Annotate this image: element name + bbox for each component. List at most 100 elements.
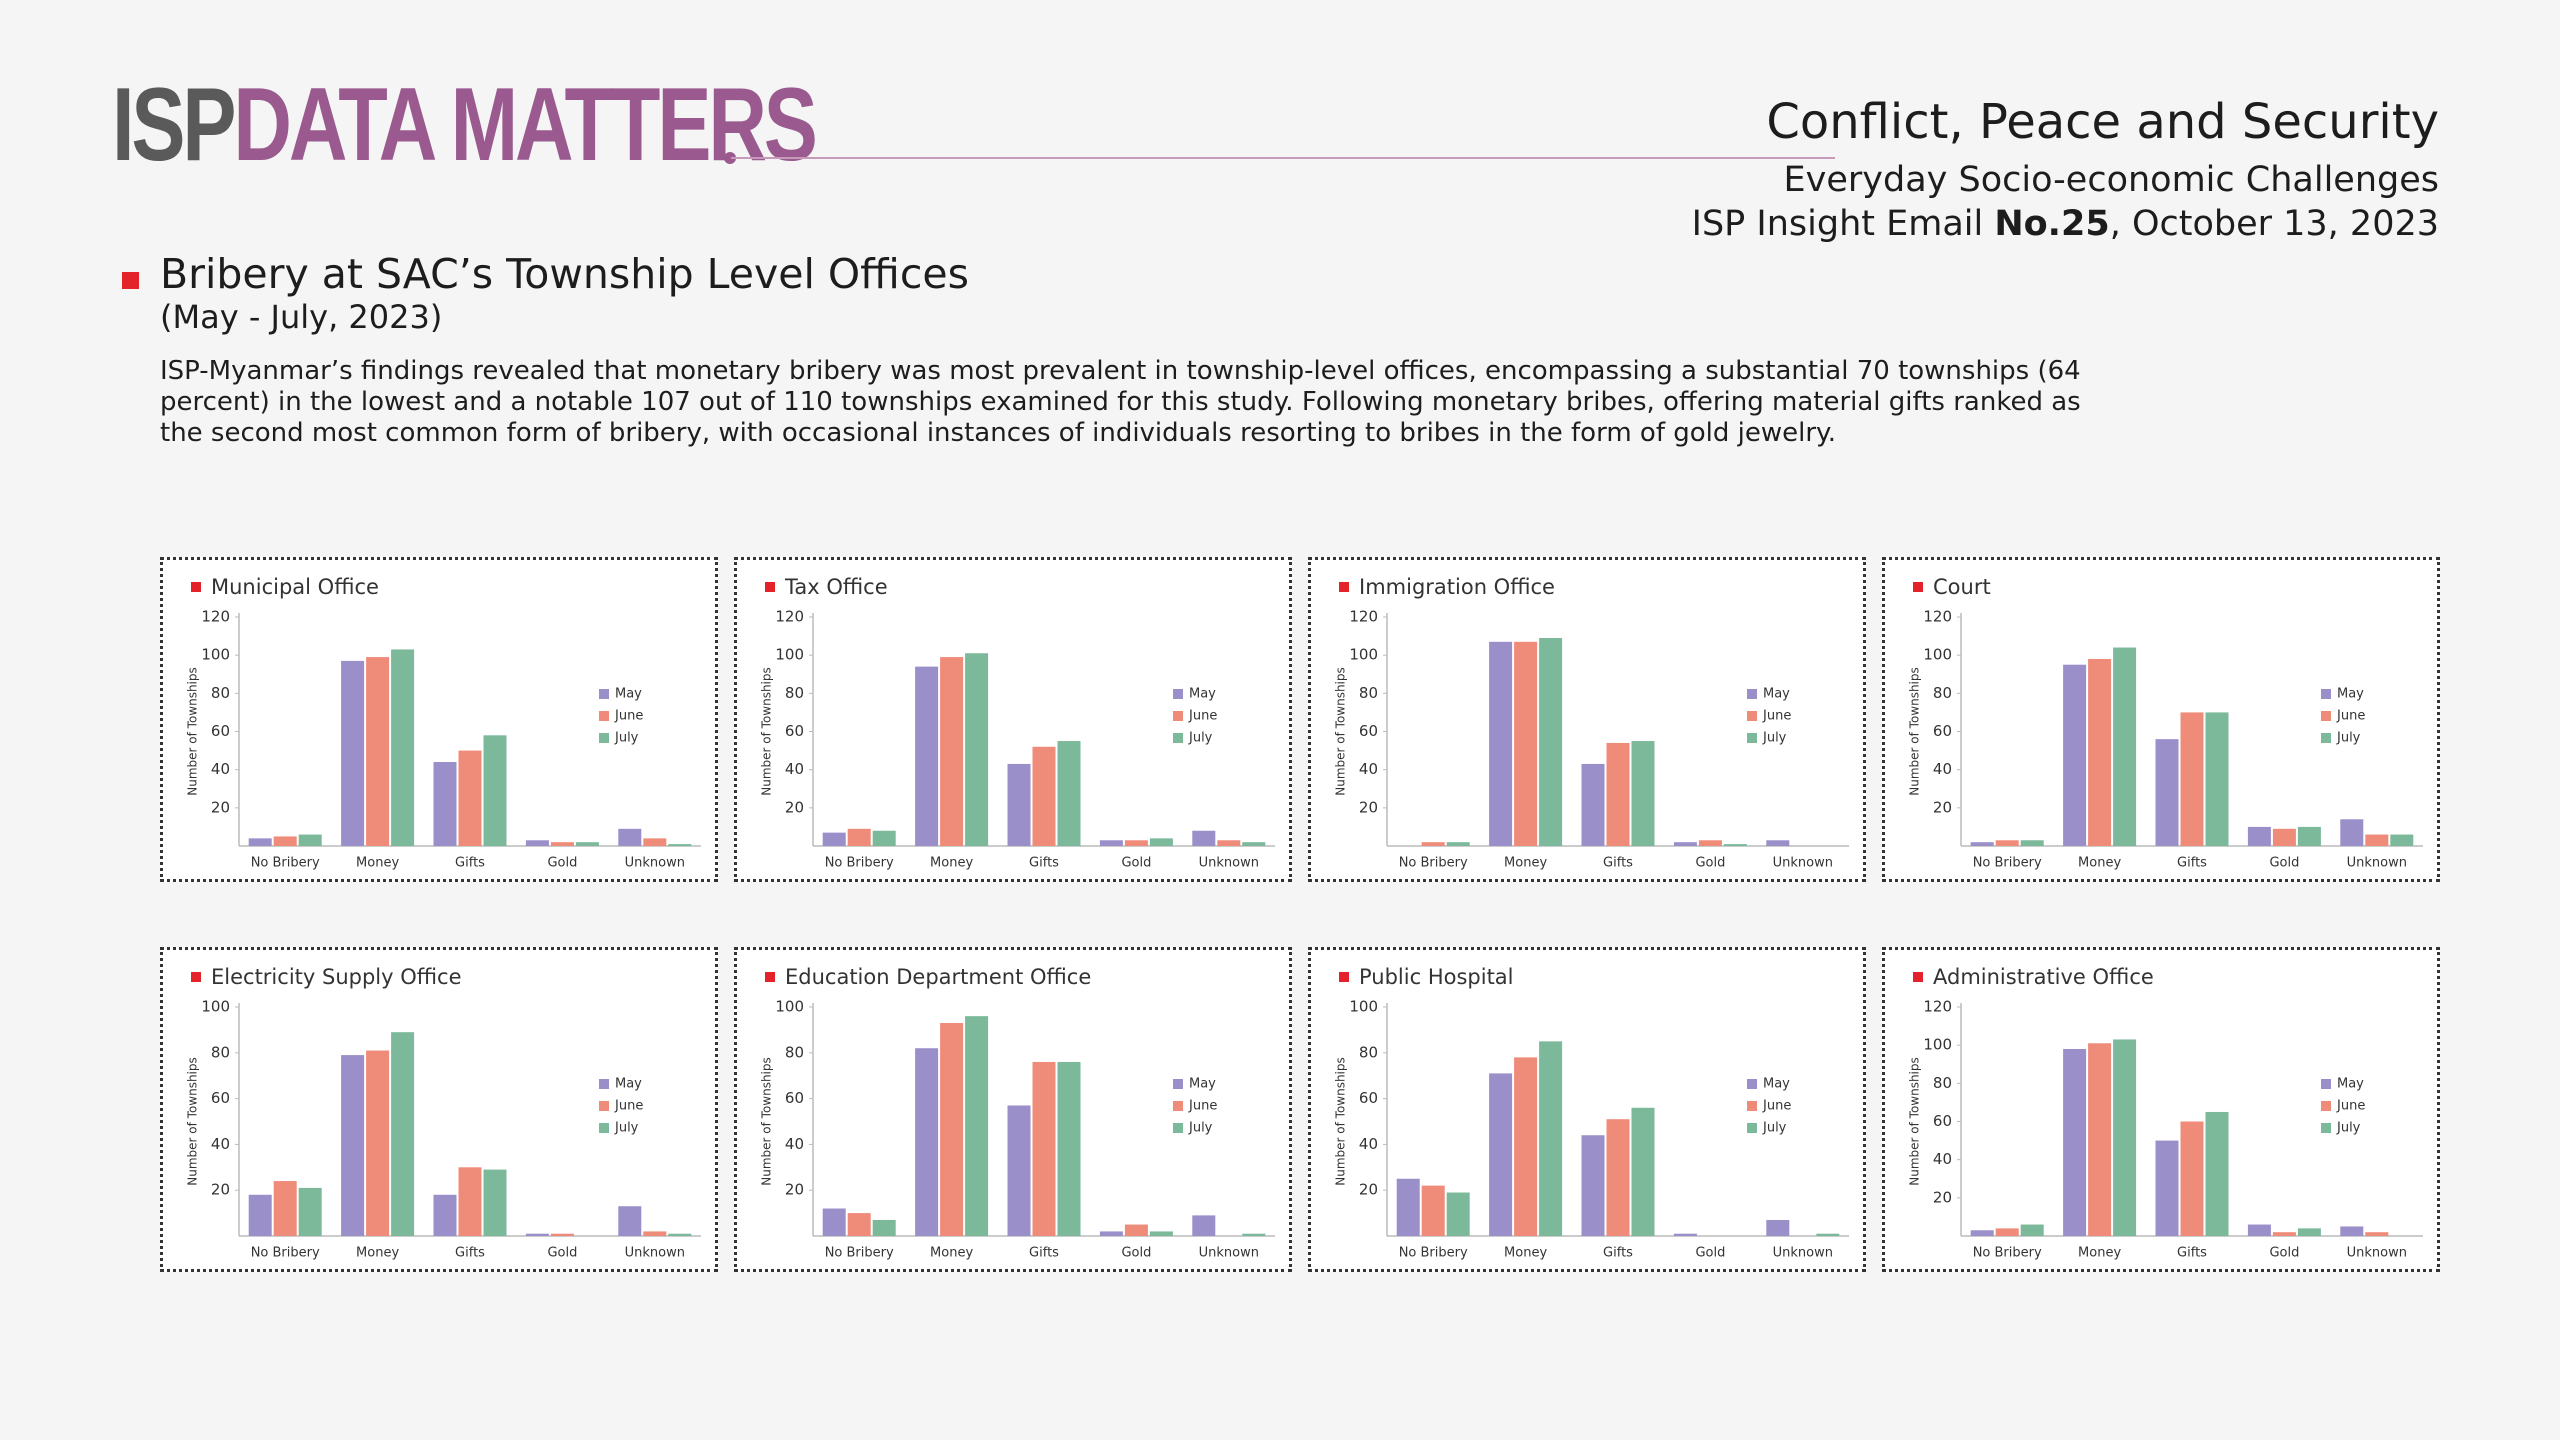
y-tick-label: 80 [785, 1043, 804, 1061]
chart: Education Department Office Number of Tow… [760, 965, 1275, 1261]
title-marker [765, 972, 775, 982]
legend-swatch [1173, 1079, 1183, 1089]
y-axis-title: Number of Townships [1908, 667, 1922, 796]
y-tick-label: 80 [785, 684, 804, 702]
rule-dot [724, 152, 736, 164]
chart: Immigration Office Number of Townships 20 4… [1334, 575, 1849, 871]
bar [2205, 1111, 2229, 1236]
y-tick-label: 20 [1359, 1181, 1378, 1199]
x-tick-label: Gold [2269, 856, 2299, 871]
bar [1723, 844, 1747, 846]
y-tick-label: 60 [785, 722, 804, 740]
category: Conflict, Peace and Security [1766, 94, 2439, 150]
x-tick-label: Gifts [1603, 856, 1633, 871]
legend-label: July [614, 1121, 639, 1136]
bar [1581, 763, 1605, 846]
chart-card: Municipal Office Number of Townships 20 40 6… [160, 557, 718, 882]
bar [433, 1194, 457, 1236]
chart: Municipal Office Number of Townships 20 40 6… [186, 575, 701, 871]
bar [2390, 834, 2414, 846]
legend-label: July [614, 731, 639, 746]
x-tick-label: Unknown [1773, 856, 1833, 871]
bar [2088, 658, 2112, 846]
title-marker [1913, 972, 1923, 982]
logo-data-matters: DATA MATTERS [233, 67, 818, 183]
bar [1057, 1061, 1081, 1236]
x-tick-label: No Bribery [1399, 1246, 1468, 1261]
bar [1192, 1215, 1216, 1236]
bar [1970, 1230, 1994, 1236]
bar [1698, 840, 1722, 846]
x-tick-label: No Bribery [251, 856, 320, 871]
legend-swatch [1173, 1123, 1183, 1133]
bar [2155, 1140, 2179, 1236]
bar [847, 1213, 871, 1236]
y-tick-label: 20 [211, 798, 230, 816]
bar [822, 1208, 846, 1236]
bar [1995, 1228, 2019, 1236]
y-tick-label: 60 [1359, 722, 1378, 740]
bar [1242, 1233, 1266, 1236]
y-tick-label: 80 [1933, 684, 1952, 702]
title-marker [1339, 972, 1349, 982]
title-marker [191, 582, 201, 592]
legend-swatch [1747, 733, 1757, 743]
bar [2247, 826, 2271, 846]
x-tick-label: Money [2078, 1246, 2121, 1261]
bar [2297, 1228, 2321, 1236]
legend-swatch [1747, 711, 1757, 721]
bar [2063, 1048, 2087, 1236]
chart-title: Electricity Supply Office [211, 965, 462, 989]
y-axis-title: Number of Townships [186, 1057, 200, 1186]
bar [550, 1233, 574, 1236]
title-marker [191, 972, 201, 982]
y-tick-label: 120 [1923, 998, 1952, 1016]
bar [1124, 1224, 1148, 1236]
legend-label: July [1762, 1121, 1787, 1136]
y-axis-title: Number of Townships [1334, 667, 1348, 796]
bar [872, 1219, 896, 1236]
bar [341, 660, 365, 846]
legend-swatch [599, 711, 609, 721]
legend-swatch [599, 1079, 609, 1089]
y-tick-label: 60 [785, 1089, 804, 1107]
y-tick-label: 40 [211, 760, 230, 778]
x-tick-label: Money [930, 856, 973, 871]
x-tick-label: Unknown [2347, 856, 2407, 871]
y-axis-title: Number of Townships [1908, 1057, 1922, 1186]
legend-swatch [1173, 711, 1183, 721]
x-tick-label: No Bribery [1973, 856, 2042, 871]
legend-swatch [2321, 733, 2331, 743]
y-tick-label: 120 [1923, 608, 1952, 626]
chart: Tax Office Number of Townships 20 40 60 80 100… [760, 575, 1275, 871]
bar [575, 842, 599, 846]
y-tick-label: 60 [211, 722, 230, 740]
x-tick-label: Money [930, 1246, 973, 1261]
bar [2365, 1232, 2389, 1236]
x-tick-label: Gifts [1603, 1246, 1633, 1261]
bar [2340, 819, 2364, 846]
subcategory: Everyday Socio-economic Challenges [1783, 160, 2439, 200]
x-tick-label: No Bribery [251, 1246, 320, 1261]
legend-swatch [1747, 1079, 1757, 1089]
section-title: Bribery at SAC’s Township Level Offices [160, 250, 969, 298]
bar [483, 1169, 507, 1236]
y-tick-label: 40 [1933, 760, 1952, 778]
bar [273, 1181, 297, 1236]
x-tick-label: Gold [1695, 1246, 1725, 1261]
chart-card: Court Number of Townships 20 40 60 80 100 120 No… [1882, 557, 2440, 882]
y-tick-label: 100 [1923, 1036, 1952, 1054]
bar [2272, 828, 2296, 846]
title-marker [765, 582, 775, 592]
section-marker [122, 272, 139, 289]
legend-label: May [1189, 687, 1216, 702]
bar [1606, 1119, 1630, 1236]
bar [2155, 739, 2179, 846]
legend-label: July [1762, 731, 1787, 746]
y-tick-label: 40 [211, 1135, 230, 1153]
bar [1124, 840, 1148, 846]
y-tick-label: 40 [785, 760, 804, 778]
bar [1217, 840, 1241, 846]
x-tick-label: Gold [547, 1246, 577, 1261]
bar [1007, 1105, 1031, 1236]
